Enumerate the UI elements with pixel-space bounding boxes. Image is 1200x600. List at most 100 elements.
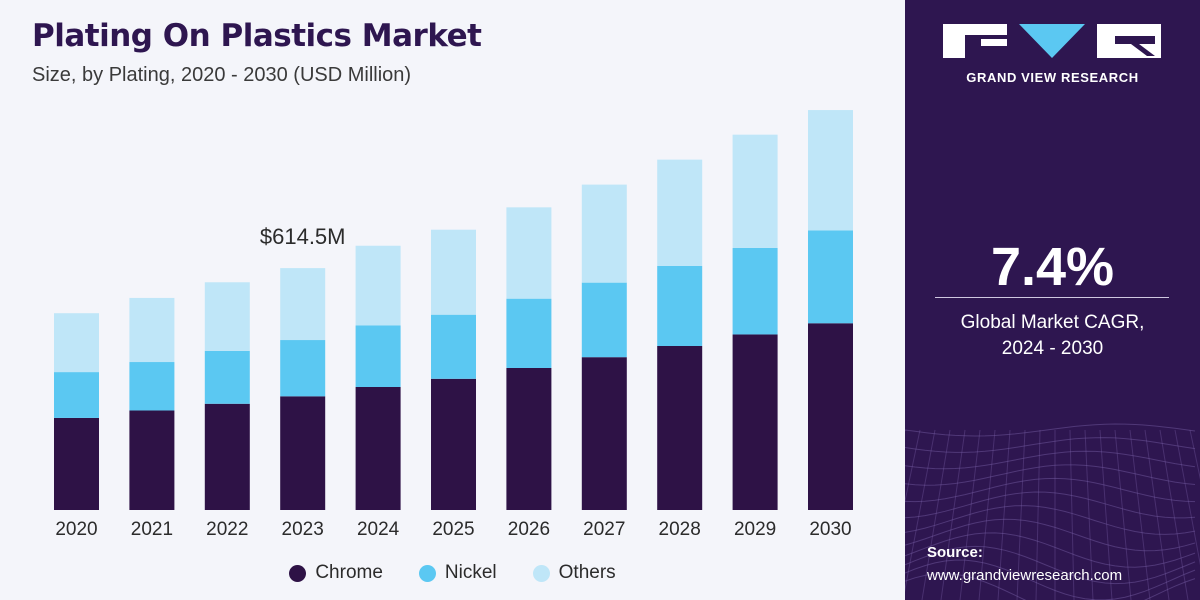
bar-nickel-2023 (280, 340, 326, 397)
bar-nickel-2026 (506, 298, 552, 368)
wave-grid-line (1189, 429, 1200, 480)
chart-legend: Chrome Nickel Others (0, 562, 905, 584)
bar-chrome-2028 (657, 346, 703, 510)
wave-grid-line (905, 505, 1196, 535)
stacked-bar-chart: 2020 2021 2022 2023 2024 2025 2026 2027 2028 2029… (54, 110, 853, 540)
bar-nickel-2024 (355, 325, 401, 387)
wave-grid-line (905, 573, 1196, 600)
legend-label-others: Others (558, 562, 616, 583)
bar-chrome-2030 (808, 323, 853, 510)
bar-chrome-2023 (280, 396, 326, 510)
bar-chrome-2026 (506, 367, 552, 510)
bar-chrome-2029 (732, 334, 778, 510)
bar-others-2029 (732, 134, 778, 248)
wave-grid-line (921, 429, 951, 600)
x-tick-label-2027: 2027 (583, 519, 625, 540)
wave-grid-line (1099, 429, 1113, 600)
wave-grid-line (905, 450, 1196, 470)
cagr-caption: Global Market CAGR, 2024 - 2030 (905, 310, 1200, 362)
wave-grid-line (978, 429, 996, 600)
bar-others-2027 (581, 184, 627, 283)
x-tick-label-2030: 2030 (809, 519, 851, 540)
legend-label-chrome: Chrome (315, 562, 383, 583)
bar-chrome-2025 (431, 378, 476, 510)
wave-grid-line (1144, 429, 1170, 600)
bar-nickel-2030 (808, 230, 853, 324)
bar-nickel-2025 (431, 314, 476, 379)
bar-nickel-2021 (129, 362, 175, 411)
bar-chrome-2024 (355, 387, 401, 510)
legend-item-others: Others (532, 562, 616, 584)
wave-grid-line (905, 429, 921, 504)
bar-others-2030 (808, 110, 853, 231)
bar-nickel-2028 (657, 265, 703, 346)
x-tick-label-2028: 2028 (659, 519, 701, 540)
wave-grid-line (1084, 429, 1094, 600)
wave-grid-line (1129, 429, 1151, 600)
wave-grid-line (1035, 429, 1041, 600)
chart-subtitle: Size, by Plating, 2020 - 2030 (USD Milli… (32, 64, 412, 86)
legend-item-chrome: Chrome (289, 562, 383, 584)
legend-swatch-nickel (418, 564, 436, 582)
x-tick-label-2022: 2022 (206, 519, 248, 540)
wave-grid-line (905, 559, 1196, 600)
bar-others-2028 (657, 159, 703, 266)
wave-grid-line (1016, 429, 1026, 600)
chart-title: Plating On Plastics Market (32, 18, 482, 54)
bar-others-2021 (129, 297, 175, 363)
wave-grid-line (959, 429, 981, 600)
decorative-wave-grid (905, 423, 1200, 600)
legend-swatch-others (532, 564, 550, 582)
cagr-label: Global Market CAGR, (960, 312, 1145, 333)
x-tick-label-2021: 2021 (131, 519, 173, 540)
bar-chrome-2020 (54, 417, 99, 510)
bar-others-2022 (204, 282, 250, 351)
cagr-period: 2024 - 2030 (1001, 338, 1104, 359)
source-label: Source: (927, 544, 983, 561)
bar-others-2020 (54, 313, 99, 373)
wave-grid-line (1159, 429, 1189, 600)
bar-others-2026 (506, 207, 552, 299)
data-label-2023: $614.5M (260, 224, 346, 249)
chart-panel: Plating On Plastics Market Size, by Plat… (0, 18, 905, 584)
bar-others-2024 (355, 245, 401, 326)
x-tick-label-2026: 2026 (508, 519, 550, 540)
wave-grid-line (905, 464, 1196, 486)
wave-grid-line (905, 518, 1196, 552)
bar-nickel-2027 (581, 282, 627, 358)
wave-grid-line (905, 423, 1196, 437)
x-tick-label-2023: 2023 (282, 519, 324, 540)
bar-nickel-2022 (204, 350, 250, 404)
wave-grid-line (905, 477, 1196, 503)
wave-grid-line (1069, 429, 1075, 600)
legend-swatch-chrome (289, 564, 307, 582)
x-tick-label-2020: 2020 (55, 519, 97, 540)
wave-grid-line (997, 429, 1011, 600)
wave-grid-line (905, 429, 936, 593)
grand-view-research-logo (943, 24, 1161, 58)
cagr-divider (935, 297, 1169, 298)
wave-grid-line (905, 491, 1196, 519)
wave-grid-line (1114, 429, 1132, 600)
bar-nickel-2020 (54, 372, 99, 418)
bar-others-2025 (431, 229, 476, 315)
wave-grid-line (905, 437, 1196, 453)
bar-chrome-2022 (204, 403, 250, 510)
x-tick-label-2024: 2024 (357, 519, 400, 540)
bar-chrome-2021 (129, 410, 175, 510)
bar-nickel-2029 (732, 247, 778, 335)
cagr-value: 7.4% (990, 237, 1115, 297)
sidebar-panel: GRAND VIEW RESEARCH 7.4% Global Market C… (905, 0, 1200, 600)
brand-name: GRAND VIEW RESEARCH (966, 70, 1139, 85)
wave-grid-line (905, 532, 1196, 568)
legend-label-nickel: Nickel (444, 562, 497, 583)
x-tick-label-2029: 2029 (734, 519, 776, 540)
wave-grid-line (1174, 429, 1200, 566)
wave-grid-line (940, 429, 966, 600)
bar-others-2023 (280, 268, 326, 341)
bar-chrome-2027 (581, 357, 627, 510)
x-tick-label-2025: 2025 (432, 519, 474, 540)
source-url[interactable]: www.grandviewresearch.com (927, 567, 1123, 584)
legend-item-nickel: Nickel (418, 562, 497, 584)
wave-grid-line (905, 545, 1196, 585)
